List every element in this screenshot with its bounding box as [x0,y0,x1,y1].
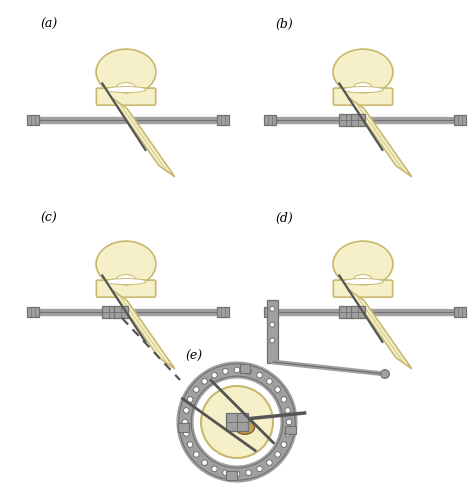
Bar [285,426,296,434]
Ellipse shape [353,275,373,285]
Circle shape [202,460,208,465]
Text: (a): (a) [40,18,57,31]
Circle shape [281,442,287,447]
Ellipse shape [353,83,373,93]
Bar [351,306,365,318]
Circle shape [286,419,292,425]
Bar [351,114,365,126]
FancyBboxPatch shape [96,280,155,297]
Circle shape [275,452,281,457]
Bar [264,115,276,125]
Circle shape [266,378,272,384]
Circle shape [270,338,275,343]
Ellipse shape [116,83,136,93]
Circle shape [381,369,390,378]
Bar [339,306,353,318]
Circle shape [270,307,275,311]
Circle shape [211,466,217,472]
Circle shape [223,369,228,374]
FancyBboxPatch shape [333,280,392,297]
Circle shape [182,419,188,425]
Circle shape [285,431,291,436]
Circle shape [234,471,240,477]
Circle shape [234,367,240,373]
Polygon shape [348,289,412,369]
Ellipse shape [96,241,156,287]
Circle shape [270,322,275,327]
Circle shape [183,407,189,413]
Circle shape [183,431,189,436]
Circle shape [211,372,217,378]
Ellipse shape [333,49,393,95]
Ellipse shape [116,275,136,285]
Bar [339,114,353,126]
Ellipse shape [343,278,383,285]
Polygon shape [111,289,175,369]
Text: (d): (d) [275,212,293,225]
Bar [217,307,229,317]
Bar [226,413,248,431]
Polygon shape [111,97,175,177]
Circle shape [193,452,199,457]
Bar [217,115,229,125]
Circle shape [187,397,193,402]
Circle shape [275,387,281,393]
Bar [454,115,466,125]
Circle shape [285,407,291,413]
Bar [27,115,39,125]
Circle shape [257,372,263,378]
Circle shape [193,387,199,393]
Bar [240,364,250,373]
Bar [226,471,237,480]
Bar [27,307,39,317]
Bar [264,307,276,317]
Ellipse shape [235,420,255,434]
Circle shape [281,397,287,402]
Polygon shape [348,97,412,177]
Bar [267,300,278,364]
FancyBboxPatch shape [333,88,392,105]
Bar [102,306,116,318]
Bar [114,306,128,318]
Circle shape [246,369,251,374]
Circle shape [223,470,228,475]
Ellipse shape [106,87,146,92]
Circle shape [246,470,251,475]
Text: (b): (b) [275,18,293,31]
Circle shape [187,442,193,447]
Bar [454,307,466,317]
Ellipse shape [333,241,393,287]
Ellipse shape [96,49,156,95]
Circle shape [257,466,263,472]
Bar [178,423,189,432]
Circle shape [202,378,208,384]
Ellipse shape [106,278,146,285]
Text: (c): (c) [40,212,57,225]
Ellipse shape [343,87,383,92]
Circle shape [201,386,273,458]
Circle shape [266,460,272,465]
FancyBboxPatch shape [96,88,155,105]
Text: (e): (e) [185,350,202,363]
